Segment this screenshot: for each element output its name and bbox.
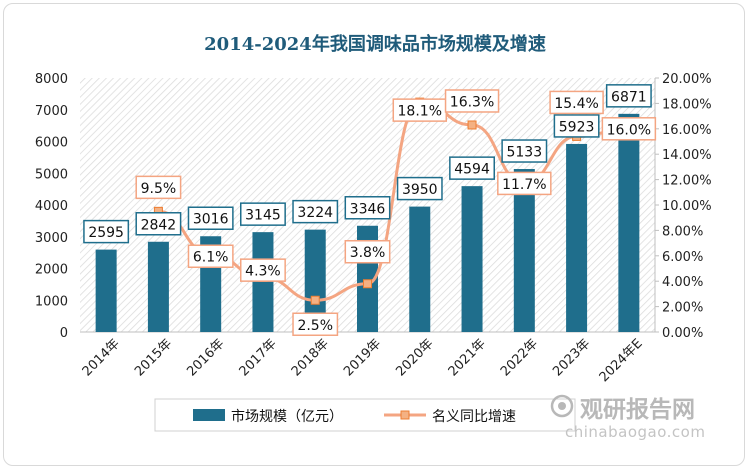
x-tick-label: 2015年 [132, 336, 175, 379]
y-left-tick-label: 7000 [35, 104, 68, 119]
bar-value-label-box [292, 199, 339, 224]
bar-value-label-box [240, 202, 286, 226]
y-left-tick-label: 3000 [35, 231, 68, 246]
x-tick-label: 2018年 [289, 336, 332, 379]
bar-value-label-box [135, 212, 182, 236]
chart-frame [3, 3, 745, 466]
y-left-tick-label: 0 [60, 326, 68, 341]
y-left-tick-label: 1000 [35, 294, 68, 309]
bar-value-label: 4594 [454, 162, 490, 178]
y-right-tick-label: 6.00% [662, 250, 703, 265]
y-right-tick-label: 14.00% [662, 148, 712, 163]
bar-value-label-box [605, 84, 652, 108]
bar-value-label-box [187, 206, 234, 230]
growth-value-label: 6.1% [193, 250, 229, 266]
legend-bar-swatch [193, 409, 225, 421]
y-left-tick-label: 2000 [35, 263, 68, 278]
x-tick-label: 2020年 [393, 336, 436, 379]
bar-market-size [566, 143, 588, 332]
x-tick-label: 2016年 [184, 336, 227, 379]
bar-value-label: 3145 [245, 208, 281, 224]
growth-value-label-box [601, 117, 657, 141]
growth-value-label: 16.3% [450, 94, 494, 110]
bar-market-size [409, 206, 431, 332]
bar-value-label: 3224 [297, 205, 333, 221]
growth-value-label: 9.5% [141, 181, 177, 197]
bar-value-label: 3950 [402, 182, 438, 198]
bar-value-label: 3016 [193, 212, 229, 228]
y-right-tick-label: 12.00% [662, 174, 712, 189]
growth-value-label: 11.7% [502, 177, 546, 193]
watermark-url: chinabaogao.com [565, 423, 706, 441]
bar-value-label-box [344, 196, 391, 220]
growth-value-label-box [292, 312, 339, 336]
legend-line-label: 名义同比增速 [432, 409, 516, 425]
x-tick-label: 2017年 [237, 336, 280, 379]
bar-market-size [252, 232, 274, 332]
bar-value-label: 5923 [559, 119, 595, 135]
chart-title: 2014-2024年我国调味品市场规模及增速 [204, 34, 546, 55]
x-tick-label: 2024年E [597, 336, 646, 385]
growth-value-label: 15.4% [554, 96, 598, 112]
bar-market-size [147, 241, 169, 332]
growth-value-label: 2.5% [297, 318, 333, 334]
growth-marker [363, 279, 372, 289]
x-tick-label: 2014年 [80, 336, 123, 379]
bar-value-label-box [83, 219, 130, 244]
y-right-tick-label: 4.00% [662, 275, 703, 290]
growth-value-label: 16.0% [607, 122, 651, 138]
bar-value-label: 3346 [350, 201, 386, 217]
y-left-tick-label: 5000 [35, 167, 68, 182]
y-left-tick-label: 8000 [35, 72, 68, 87]
growth-value-label: 18.1% [398, 104, 442, 120]
y-left-tick-label: 4000 [35, 199, 68, 214]
growth-value-label-box [444, 89, 500, 113]
logo-icon [550, 394, 574, 418]
bar-value-label: 6871 [611, 89, 647, 105]
bar-value-label-box [396, 176, 443, 201]
y-right-tick-label: 20.00% [662, 72, 712, 87]
bar-market-size [513, 169, 535, 332]
bar-value-label-box [501, 139, 548, 163]
y-right-tick-label: 16.00% [662, 123, 712, 138]
bar-market-size [95, 249, 117, 332]
growth-value-label-box [497, 171, 552, 196]
x-tick-label: 2021年 [446, 336, 489, 379]
bar-value-label: 2842 [141, 217, 177, 233]
growth-value-label: 4.3% [245, 264, 281, 280]
x-tick-label: 2022年 [498, 336, 541, 379]
growth-value-label-box [549, 90, 604, 115]
bar-market-size [618, 113, 640, 332]
y-right-tick-label: 10.00% [662, 199, 712, 214]
legend-bar-label: 市场规模（亿元） [231, 408, 343, 425]
y-right-tick-label: 0.00% [662, 326, 703, 341]
bar-value-label-box [449, 156, 495, 180]
growth-value-label-box [240, 258, 286, 282]
legend-line-marker [400, 410, 410, 420]
y-right-tick-label: 2.00% [662, 301, 703, 316]
y-right-tick-label: 8.00% [662, 224, 703, 239]
growth-marker [467, 120, 477, 130]
growth-value-label-box [187, 244, 234, 268]
growth-value-label-box [344, 239, 391, 264]
bar-market-size [461, 186, 483, 332]
x-tick-label: 2019年 [341, 336, 384, 379]
bar-market-size [304, 229, 326, 332]
watermark-brand: 观研报告网 [580, 397, 695, 423]
bar-value-label: 5133 [506, 145, 542, 161]
growth-value-label: 3.8% [350, 245, 386, 261]
y-left-tick-label: 6000 [35, 136, 68, 151]
growth-value-label-box [135, 175, 182, 200]
y-right-tick-label: 18.00% [662, 97, 712, 112]
growth-marker [310, 295, 320, 305]
x-tick-label: 2023年 [550, 336, 593, 379]
bar-value-label-box [553, 114, 600, 138]
bar-value-label: 2595 [88, 225, 124, 241]
